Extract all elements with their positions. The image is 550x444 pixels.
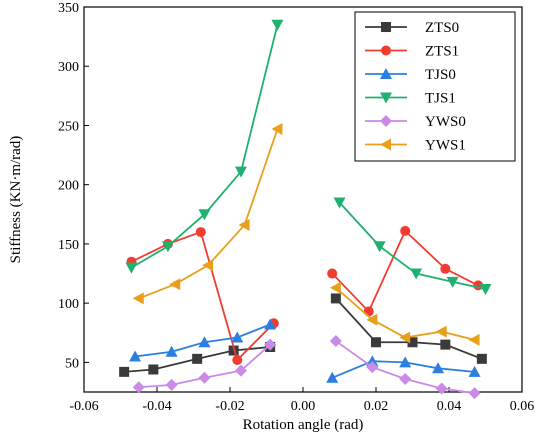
- series-zts0: [119, 293, 487, 377]
- x-tick-label: 0.04: [437, 399, 462, 414]
- data-point-zts0: [330, 293, 341, 304]
- data-point-tjs1: [161, 241, 174, 253]
- x-tick-label: 0.00: [291, 399, 316, 414]
- y-tick-label: 100: [58, 297, 79, 312]
- data-point-yws1: [399, 331, 411, 344]
- x-axis-title: Rotation angle (rad): [243, 417, 364, 433]
- data-point-yws0: [468, 387, 481, 400]
- legend-label-zts1: ZTS1: [425, 44, 459, 60]
- data-point-tjs0: [468, 365, 481, 377]
- data-point-tjs1: [410, 268, 423, 280]
- data-point-zts0: [440, 339, 451, 350]
- data-point-yws1: [271, 123, 283, 136]
- y-tick-label: 350: [58, 1, 79, 16]
- data-point-yws1: [169, 278, 181, 291]
- data-point-yws0: [366, 361, 379, 374]
- series-line-yws1-negative: [138, 128, 279, 300]
- data-point-zts0: [192, 353, 203, 364]
- data-point-tjs1: [333, 197, 346, 209]
- series-line-tjs1-positive: [338, 201, 486, 290]
- y-tick-label: 300: [58, 60, 79, 75]
- data-point-yws1: [202, 259, 214, 272]
- series-yws1: [132, 123, 480, 346]
- legend-marker-zts0: [381, 22, 391, 32]
- data-point-zts1: [195, 227, 206, 238]
- data-point-tjs0: [165, 345, 178, 357]
- data-point-zts1: [363, 306, 374, 317]
- legend-marker-yws0: [380, 115, 392, 127]
- x-tick-label: -0.04: [142, 399, 171, 414]
- legend-marker-tjs1: [380, 92, 392, 104]
- data-point-yws1: [329, 281, 341, 294]
- data-point-yws1: [366, 313, 378, 326]
- data-point-tjs0: [399, 356, 412, 368]
- data-point-zts1: [232, 355, 243, 366]
- data-point-zts0: [228, 345, 239, 356]
- series-line-zts1-positive: [331, 229, 479, 314]
- data-point-tjs1: [234, 166, 247, 178]
- y-axis-title: Stiffness (KN·m/rad): [8, 136, 24, 264]
- data-point-tjs1: [479, 283, 492, 295]
- legend-label-tjs0: TJS0: [425, 67, 456, 83]
- data-point-tjs0: [264, 318, 277, 330]
- data-point-yws0: [435, 382, 448, 395]
- y-tick-label: 150: [58, 238, 79, 253]
- x-tick-label: 0.06: [510, 399, 535, 414]
- data-point-tjs1: [446, 276, 459, 288]
- y-tick-label: 250: [58, 119, 79, 134]
- data-point-tjs1: [198, 209, 211, 221]
- legend-label-zts0: ZTS0: [425, 20, 459, 36]
- legend-marker-zts1: [381, 45, 391, 56]
- data-point-yws0: [234, 364, 247, 377]
- x-tick-label: -0.06: [69, 399, 98, 414]
- x-tick-label: 0.02: [364, 399, 389, 414]
- data-point-yws1: [132, 292, 144, 305]
- data-point-tjs0: [231, 331, 244, 343]
- data-point-yws0: [165, 378, 178, 391]
- data-point-yws0: [399, 372, 412, 385]
- data-point-tjs1: [373, 241, 386, 253]
- data-point-yws0: [132, 381, 145, 394]
- data-point-zts1: [327, 268, 338, 279]
- legend-label-yws0: YWS0: [425, 114, 466, 130]
- series-tjs1: [125, 19, 492, 295]
- y-axis-ticks: 50 100 150 200 250 300 350: [58, 1, 89, 371]
- series-yws0: [132, 335, 481, 400]
- y-tick-label: 200: [58, 179, 79, 194]
- data-point-tjs1: [125, 262, 138, 274]
- data-point-tjs0: [326, 371, 339, 383]
- series-group: [119, 19, 492, 400]
- legend-label-tjs1: TJS1: [425, 91, 456, 107]
- legend-box: [354, 11, 516, 162]
- data-point-zts1: [400, 225, 411, 236]
- series-line-yws1-positive: [335, 287, 475, 341]
- x-axis-ticks: -0.06 -0.04 -0.02 0.00 0.02 0.04 0.06: [69, 387, 534, 414]
- data-point-yws1: [468, 333, 480, 346]
- data-point-zts0: [119, 366, 130, 377]
- legend-marker-tjs0: [380, 68, 392, 79]
- data-point-zts0: [476, 353, 487, 364]
- y-tick-label: 50: [65, 356, 79, 371]
- data-point-zts0: [407, 337, 418, 348]
- data-point-zts1: [440, 263, 451, 274]
- legend: ZTS0 ZTS1 TJS0 TJS1 YWS0 YWS1: [354, 11, 516, 162]
- data-point-tjs0: [198, 336, 211, 348]
- data-point-yws0: [264, 338, 277, 351]
- data-point-yws0: [329, 335, 342, 348]
- legend-label-yws1: YWS1: [425, 138, 466, 154]
- data-point-tjs0: [432, 362, 445, 374]
- data-point-tjs0: [129, 350, 142, 362]
- data-point-zts0: [148, 364, 159, 375]
- data-point-yws1: [238, 218, 250, 231]
- data-point-yws1: [435, 325, 447, 338]
- legend-marker-yws1: [380, 138, 391, 151]
- data-point-tjs1: [271, 19, 284, 31]
- data-point-yws0: [198, 371, 211, 384]
- data-point-tjs0: [366, 355, 379, 367]
- data-point-zts0: [371, 337, 381, 348]
- series-tjs0: [129, 318, 481, 383]
- x-tick-label: -0.02: [215, 399, 244, 414]
